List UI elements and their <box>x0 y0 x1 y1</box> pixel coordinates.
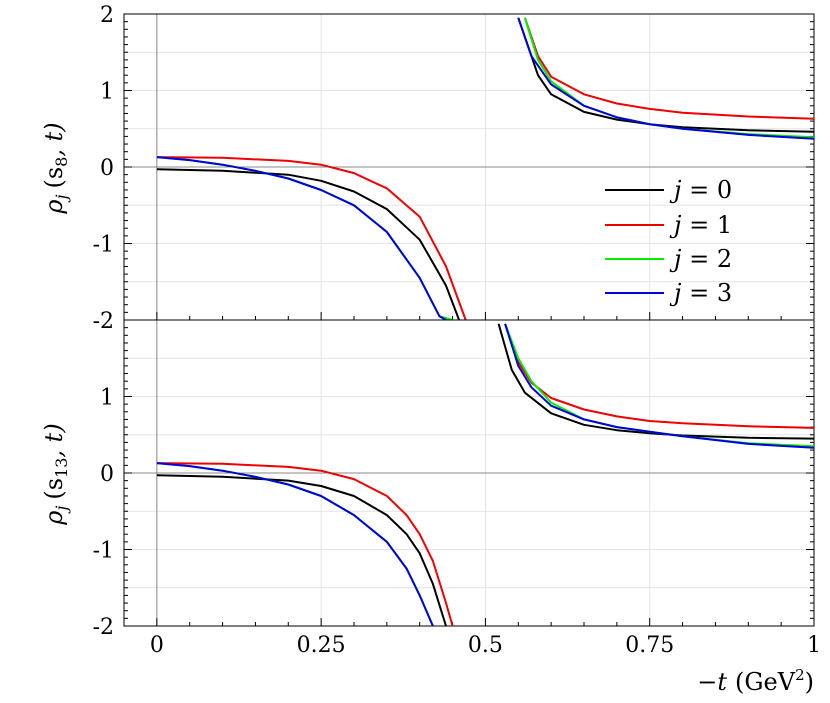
top-ytick-label: 0 <box>100 156 114 181</box>
top-series-j3-left <box>156 156 447 320</box>
bottom-ylabel-args-end: , t) <box>40 423 68 457</box>
xtick-label: 0.5 <box>468 633 503 658</box>
xtick-label: 0.75 <box>625 633 674 658</box>
top-ylabel-sub: j <box>52 195 71 203</box>
bottom-ytick-label: -2 <box>93 615 114 640</box>
top-series-j2-left <box>156 156 453 320</box>
top-ylabel-args-sub: 8 <box>52 157 71 167</box>
bottom-series-j0-right <box>497 323 814 440</box>
top-ytick-label: 1 <box>100 80 114 105</box>
bottom-series-j2-right <box>504 323 814 448</box>
bottom-series-j3-right <box>504 323 814 449</box>
bottom-y-axis-title: ρj (s13, t) <box>40 423 71 525</box>
bottom-ylabel-args-sub: 13 <box>52 458 71 478</box>
x-axis-title: −t (GeV2) <box>697 666 814 696</box>
top-ytick-label: -2 <box>93 309 114 334</box>
top-ylabel-args-end: , t) <box>40 122 68 156</box>
bottom-ytick-label: -1 <box>93 539 114 564</box>
xlabel-end: ) <box>805 668 814 696</box>
top-ytick-label: -1 <box>93 233 114 258</box>
bottom-ylabel-args: (s <box>40 478 68 500</box>
top-series-j0-right <box>517 17 814 133</box>
top-ylabel-args: (s <box>40 167 68 189</box>
top-series-j2-right <box>523 17 814 139</box>
xtick-label: 0 <box>150 633 164 658</box>
top-y-axis-title: ρj (s8, t) <box>40 122 71 214</box>
legend-label-j3: j = 3 <box>669 279 732 307</box>
bottom-series-j1-left <box>156 462 454 626</box>
xlabel-sup: 2 <box>795 666 805 684</box>
top-ylabel-main: ρ <box>40 200 68 215</box>
xlabel-unit: (GeV <box>735 668 796 696</box>
legend-label-j0: j = 0 <box>669 176 732 204</box>
xtick-label: 0.25 <box>297 633 346 658</box>
bottom-series-j1-right <box>504 323 814 429</box>
bottom-ylabel-main: ρ <box>40 511 68 526</box>
bottom-ylabel-sub: j <box>52 506 71 514</box>
top-panel: 2 1 0 -1 -2 <box>93 3 815 334</box>
legend-label-j2: j = 2 <box>669 245 732 273</box>
top-series-j3-right <box>517 17 814 140</box>
top-series-j0-left <box>156 168 461 320</box>
top-series-j1-left <box>156 156 467 320</box>
legend: j = 0 j = 1 j = 2 j = 3 <box>605 176 732 307</box>
xtick-label: 1 <box>807 633 821 658</box>
top-series-j1-right <box>523 17 814 120</box>
bottom-ytick-label: 0 <box>100 462 114 487</box>
top-ytick-label: 2 <box>100 3 114 28</box>
bottom-panel: 1 0 -1 -2 0 0.25 0.5 0.75 1 <box>93 319 821 658</box>
legend-label-j1: j = 1 <box>669 211 732 239</box>
xlabel-main: −t <box>697 668 727 696</box>
bottom-ytick-label: 1 <box>100 386 114 411</box>
bottom-series-j0-left <box>156 474 447 626</box>
bottom-series-j3-left <box>156 462 434 626</box>
